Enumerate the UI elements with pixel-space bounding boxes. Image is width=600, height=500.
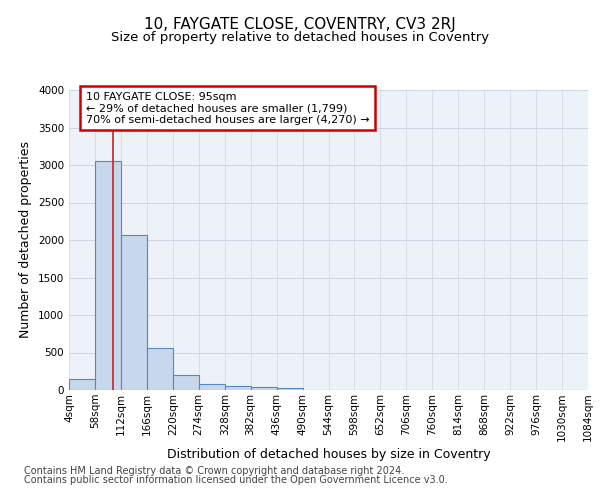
Text: 10, FAYGATE CLOSE, COVENTRY, CV3 2RJ: 10, FAYGATE CLOSE, COVENTRY, CV3 2RJ bbox=[144, 16, 456, 32]
Bar bbox=[225, 386, 251, 390]
Y-axis label: Number of detached properties: Number of detached properties bbox=[19, 142, 32, 338]
Bar bbox=[199, 384, 224, 390]
Bar bbox=[95, 161, 121, 390]
Bar bbox=[121, 235, 147, 390]
Text: Contains public sector information licensed under the Open Government Licence v3: Contains public sector information licen… bbox=[24, 475, 448, 485]
Text: Size of property relative to detached houses in Coventry: Size of property relative to detached ho… bbox=[111, 31, 489, 44]
Bar bbox=[69, 379, 95, 390]
X-axis label: Distribution of detached houses by size in Coventry: Distribution of detached houses by size … bbox=[167, 448, 490, 462]
Bar bbox=[251, 386, 277, 390]
Bar bbox=[173, 375, 199, 390]
Text: Contains HM Land Registry data © Crown copyright and database right 2024.: Contains HM Land Registry data © Crown c… bbox=[24, 466, 404, 476]
Bar bbox=[147, 348, 173, 390]
Bar bbox=[277, 388, 302, 390]
Text: 10 FAYGATE CLOSE: 95sqm
← 29% of detached houses are smaller (1,799)
70% of semi: 10 FAYGATE CLOSE: 95sqm ← 29% of detache… bbox=[86, 92, 369, 124]
